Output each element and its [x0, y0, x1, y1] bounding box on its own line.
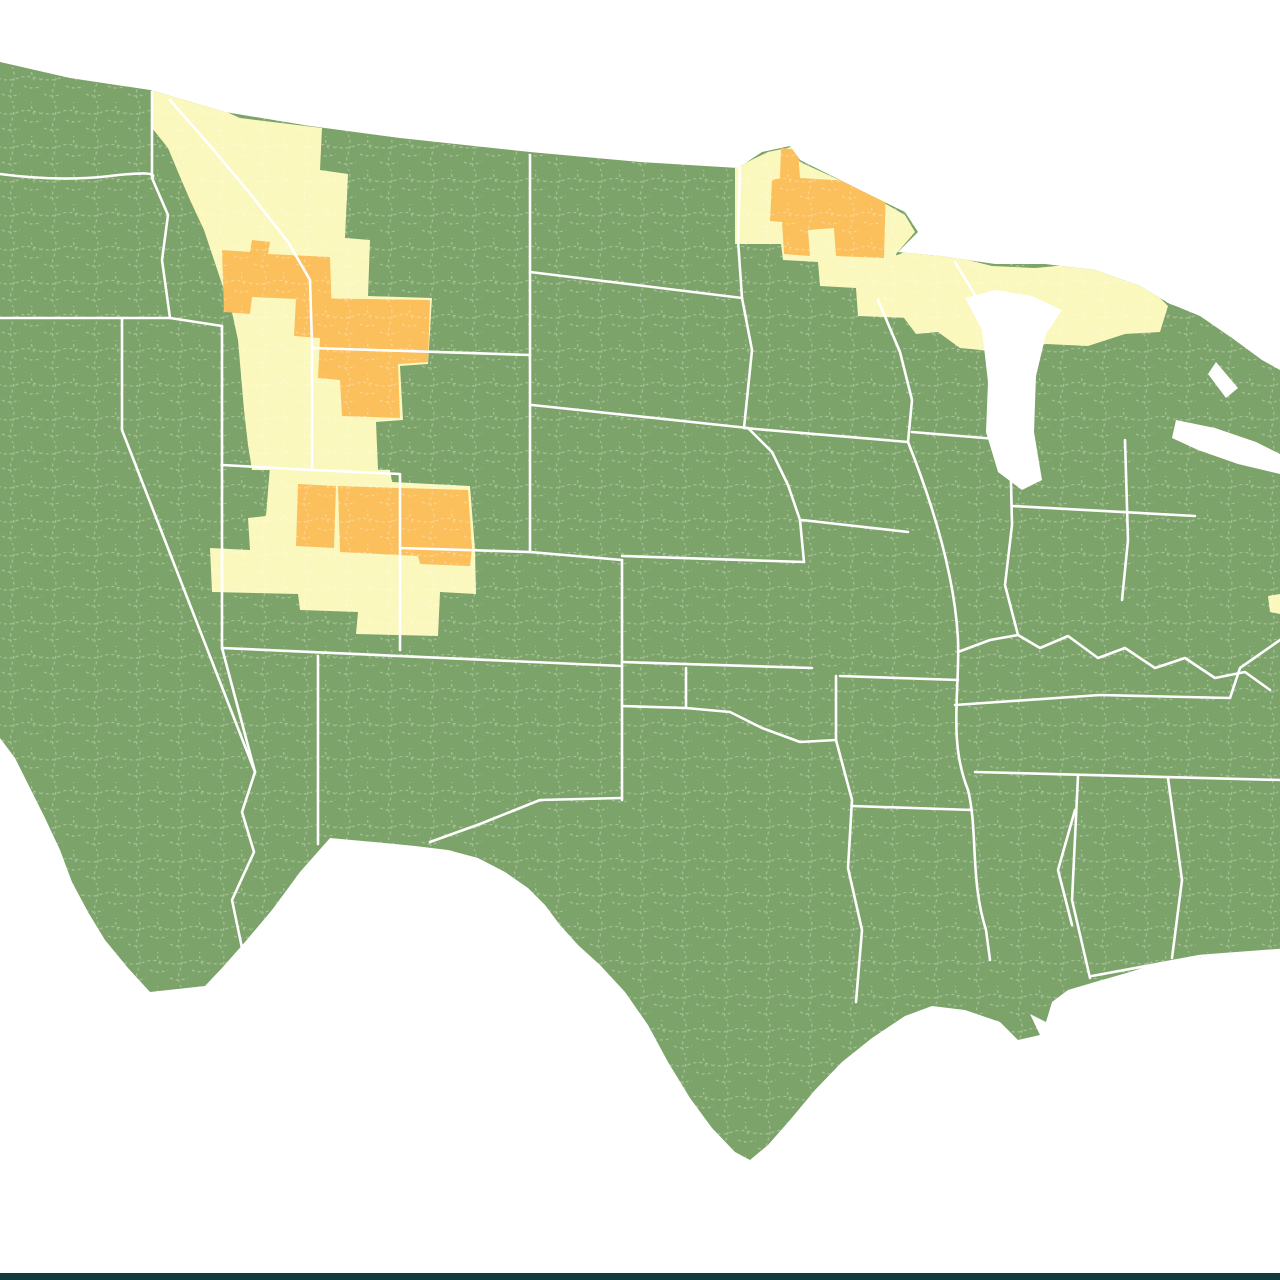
footer-bar	[0, 1273, 1280, 1280]
lake-superior	[900, 210, 1195, 302]
lake-michigan	[965, 290, 1062, 490]
lake-erie	[1172, 420, 1280, 474]
state-borders	[0, 90, 1280, 1004]
great-lakes	[900, 210, 1280, 490]
saginaw-bay	[1208, 362, 1238, 398]
lake-huron	[1166, 280, 1280, 370]
